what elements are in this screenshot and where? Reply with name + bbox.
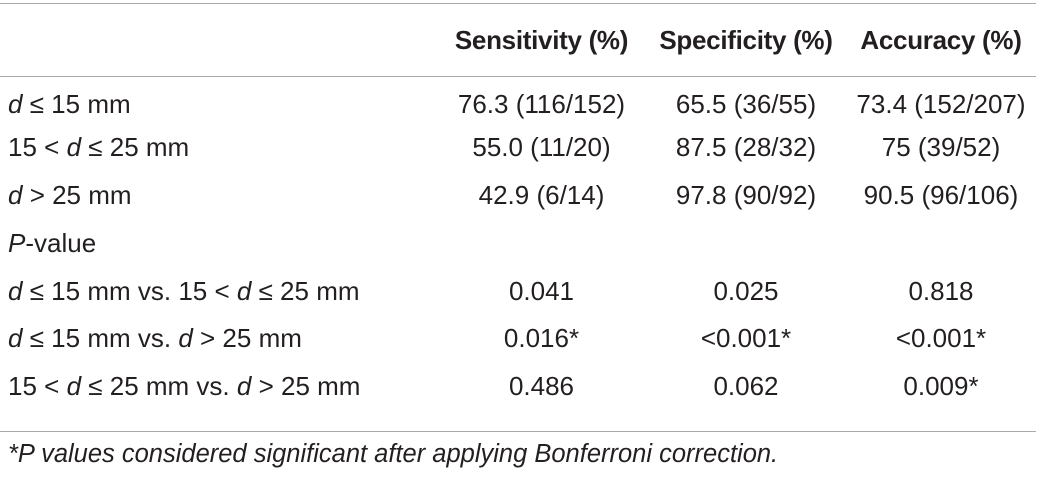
row-label: d > 25 mm (8, 179, 132, 210)
header-row: Sensitivity (%) Specificity (%) Accuracy… (0, 4, 1036, 76)
row-label: d ≤ 15 mm (8, 88, 131, 119)
cell-accuracy: 90.5 (96/106) (863, 179, 1019, 210)
cell-specificity: 97.8 (90/92) (675, 179, 817, 210)
cell-sensitivity: 0.486 (508, 371, 575, 402)
cell-sensitivity: 42.9 (6/14) (478, 179, 605, 210)
table-row: 15 < d ≤ 25 mm 55.0 (11/20) 87.5 (28/32)… (0, 124, 1036, 172)
cell-sensitivity: 76.3 (116/152) (457, 88, 626, 119)
cell-specificity: <0.001* (700, 323, 792, 354)
cell-sensitivity: 0.016* (503, 323, 580, 354)
header-cell-stub (0, 4, 437, 76)
cell-sensitivity (437, 219, 646, 267)
cell-specificity: 0.025 (713, 275, 779, 306)
cell-specificity: 0.062 (713, 371, 779, 402)
row-label: P-value (8, 227, 97, 258)
cell-accuracy (846, 219, 1036, 267)
bottom-rule (0, 431, 1036, 432)
table-row: d ≤ 15 mm 76.3 (116/152) 65.5 (36/55) 73… (0, 76, 1036, 124)
row-label: 15 < d ≤ 25 mm (8, 132, 190, 163)
cell-accuracy: 73.4 (152/207) (856, 88, 1026, 119)
cell-sensitivity: 55.0 (11/20) (472, 132, 611, 163)
table-row: d > 25 mm 42.9 (6/14) 97.8 (90/92) 90.5 … (0, 172, 1036, 220)
table-row: P-value (0, 219, 1036, 267)
table-footnote: *P values considered significant after a… (8, 440, 779, 468)
cell-specificity: 87.5 (28/32) (675, 132, 817, 163)
header-rule (0, 76, 1036, 77)
top-rule (0, 3, 1036, 4)
header-cell-specificity: Specificity (%) (659, 24, 833, 55)
row-label: d ≤ 15 mm vs. d > 25 mm (8, 323, 302, 354)
cell-specificity: 65.5 (36/55) (675, 88, 817, 119)
cell-accuracy: 75 (39/52) (881, 132, 1001, 163)
header-cell-accuracy: Accuracy (%) (860, 24, 1022, 55)
cell-accuracy: <0.001* (895, 323, 987, 354)
cell-specificity (646, 219, 846, 267)
table-row: 15 < d ≤ 25 mm vs. d > 25 mm 0.486 0.062… (0, 363, 1036, 411)
cell-sensitivity: 0.041 (508, 275, 575, 306)
header-cell-sensitivity: Sensitivity (%) (454, 24, 629, 55)
results-table: Sensitivity (%) Specificity (%) Accuracy… (0, 4, 1036, 411)
row-label: 15 < d ≤ 25 mm vs. d > 25 mm (8, 371, 361, 402)
table-row: d ≤ 15 mm vs. 15 < d ≤ 25 mm 0.041 0.025… (0, 267, 1036, 315)
cell-accuracy: 0.009* (903, 371, 979, 402)
table-row: d ≤ 15 mm vs. d > 25 mm 0.016* <0.001* <… (0, 315, 1036, 363)
cell-accuracy: 0.818 (908, 275, 974, 306)
row-label: d ≤ 15 mm vs. 15 < d ≤ 25 mm (8, 275, 360, 306)
